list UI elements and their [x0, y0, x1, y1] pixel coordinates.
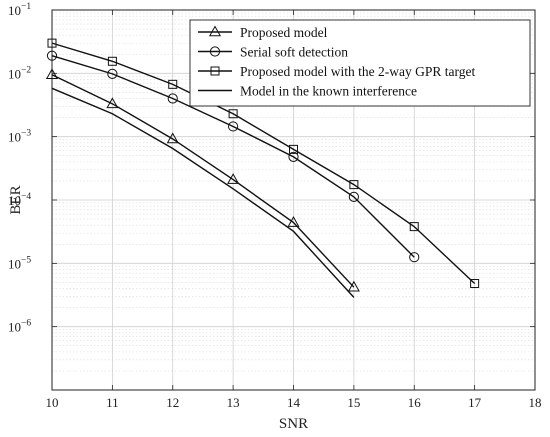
legend-label: Serial soft detection: [240, 45, 348, 60]
square-marker: [47, 38, 57, 48]
triangle-marker: [45, 68, 59, 80]
y-tick-exponent: −1: [21, 2, 31, 12]
series-1: [46, 50, 420, 263]
y-tick-label: 10−3: [8, 129, 31, 145]
square-marker: [107, 56, 117, 66]
square-marker: [409, 222, 419, 232]
x-tick-label: 18: [529, 395, 542, 410]
y-tick-label: 10−2: [8, 65, 31, 81]
y-tick-exponent: −2: [21, 65, 31, 75]
y-axis-title: BER: [8, 185, 24, 214]
square-marker: [289, 144, 298, 154]
triangle-marker: [166, 132, 179, 144]
circle-marker: [348, 191, 359, 202]
series-layer: [45, 38, 480, 298]
legend-label: Proposed model with the 2-way GPR target: [240, 64, 475, 79]
y-tick-label: 10−1: [8, 2, 31, 18]
x-tick-label: 17: [468, 395, 482, 410]
x-axis-title: SNR: [279, 416, 308, 432]
y-tick-exponent: −5: [21, 255, 31, 265]
x-tick-label: 11: [106, 395, 119, 410]
y-tick-exponent: −4: [21, 192, 31, 202]
circle-marker: [107, 68, 118, 79]
y-tick-label: 10−5: [8, 255, 31, 271]
x-tick-label: 12: [166, 395, 179, 410]
triangle-marker: [106, 97, 119, 109]
triangle-marker: [287, 216, 300, 227]
y-tick-exponent: −6: [21, 319, 31, 329]
x-tick-label: 14: [287, 395, 301, 410]
circle-marker: [228, 121, 239, 132]
triangle-marker: [347, 280, 360, 292]
series-3: [51, 87, 355, 298]
circle-marker: [409, 252, 420, 263]
series-line: [51, 55, 415, 258]
legend-label: Model in the known interference: [240, 84, 417, 99]
y-tick-label: 10−6: [8, 319, 31, 335]
x-tick-label: 10: [46, 395, 59, 410]
circle-marker: [46, 50, 58, 61]
square-marker: [470, 279, 480, 289]
legend-box: [189, 19, 531, 107]
series-2: [47, 38, 480, 289]
square-marker: [210, 66, 220, 76]
legend: Proposed model Serial soft detection Propo…: [189, 19, 531, 107]
y-tick-exponent: −3: [21, 129, 31, 139]
circle-marker: [167, 93, 178, 104]
square-marker: [168, 79, 178, 89]
x-tick-label: 16: [408, 395, 422, 410]
x-tick-label: 13: [227, 395, 240, 410]
triangle-marker: [227, 173, 240, 184]
series-0: [45, 68, 360, 292]
square-marker: [228, 109, 238, 119]
axes: 10 11 12 13 14 15 16 17 1810−610−510−410−310−210…: [8, 2, 542, 432]
series-line: [51, 74, 355, 288]
x-tick-label: 15: [347, 395, 360, 410]
series-line: [51, 87, 355, 298]
square-marker: [349, 180, 359, 190]
series-line: [51, 42, 476, 285]
triangle-marker: [208, 25, 222, 37]
legend-label: Proposed model: [240, 25, 328, 40]
circle-marker: [209, 46, 221, 57]
circle-marker: [288, 151, 299, 162]
